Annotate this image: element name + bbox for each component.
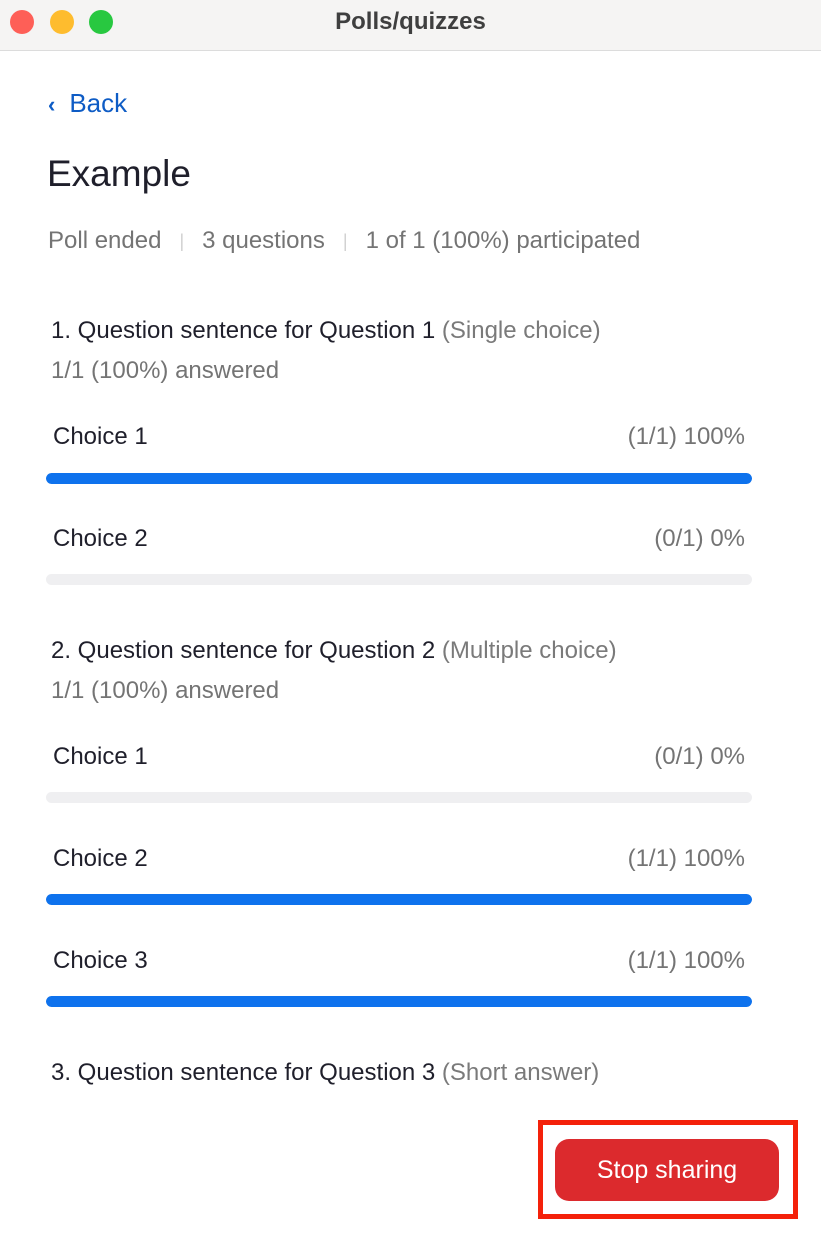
- choice-result: (1/1) 100%: [627, 845, 745, 872]
- progress-fill: [46, 473, 752, 484]
- progress-fill: [46, 894, 752, 905]
- back-label: Back: [69, 88, 128, 118]
- chevron-left-icon: ‹: [48, 92, 56, 117]
- close-window-button[interactable]: [10, 10, 34, 34]
- window-title: Polls/quizzes: [335, 8, 486, 35]
- question-2-title: 2. Question sentence for Question 2 (Mul…: [51, 637, 617, 665]
- question-3-title: 3. Question sentence for Question 3 (Sho…: [51, 1059, 599, 1087]
- choice-label: Choice 3: [53, 947, 148, 974]
- question-1-title: 1. Question sentence for Question 1 (Sin…: [51, 317, 601, 345]
- choice-label: Choice 1: [53, 423, 148, 450]
- highlight-box: [538, 1120, 798, 1219]
- poll-meta: Poll ended | 3 questions | 1 of 1 (100%) par…: [48, 227, 640, 255]
- participation: 1 of 1 (100%) participated: [365, 227, 641, 254]
- question-count: 3 questions: [202, 227, 325, 254]
- choice-progress-bar: [46, 473, 752, 484]
- divider: |: [342, 231, 348, 252]
- choice-label: Choice 2: [53, 845, 148, 872]
- choice-result: (0/1) 0%: [654, 743, 745, 770]
- progress-fill: [46, 996, 752, 1007]
- poll-title: Example: [47, 153, 191, 194]
- choice-label: Choice 2: [53, 525, 148, 552]
- question-1-answered: 1/1 (100%) answered: [51, 357, 280, 384]
- question-text: 2. Question sentence for Question 2: [51, 637, 436, 664]
- title-bar: Polls/quizzes: [0, 0, 821, 51]
- stop-sharing-button[interactable]: Stop sharing: [555, 1139, 779, 1201]
- question-type: (Short answer): [441, 1059, 600, 1086]
- choice-progress-bar: [46, 792, 752, 803]
- question-2-answered: 1/1 (100%) answered: [51, 677, 280, 704]
- choice-progress-bar: [46, 574, 752, 585]
- question-text: 3. Question sentence for Question 3: [51, 1059, 436, 1086]
- question-type: (Single choice): [441, 317, 601, 344]
- choice-result: (1/1) 100%: [627, 423, 745, 450]
- poll-status: Poll ended: [48, 227, 162, 254]
- choice-progress-bar: [46, 894, 752, 905]
- choice-result: (1/1) 100%: [627, 947, 745, 974]
- divider: |: [179, 231, 185, 252]
- zoom-window-button[interactable]: [89, 10, 113, 34]
- question-text: 1. Question sentence for Question 1: [51, 317, 436, 344]
- back-button[interactable]: ‹ Back: [48, 88, 127, 119]
- choice-progress-bar: [46, 996, 752, 1007]
- choice-label: Choice 1: [53, 743, 148, 770]
- choice-result: (0/1) 0%: [654, 525, 745, 552]
- minimize-window-button[interactable]: [50, 10, 74, 34]
- question-type: (Multiple choice): [441, 637, 617, 664]
